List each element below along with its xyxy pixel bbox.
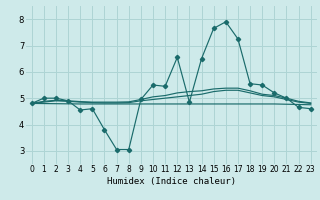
X-axis label: Humidex (Indice chaleur): Humidex (Indice chaleur) [107, 177, 236, 186]
